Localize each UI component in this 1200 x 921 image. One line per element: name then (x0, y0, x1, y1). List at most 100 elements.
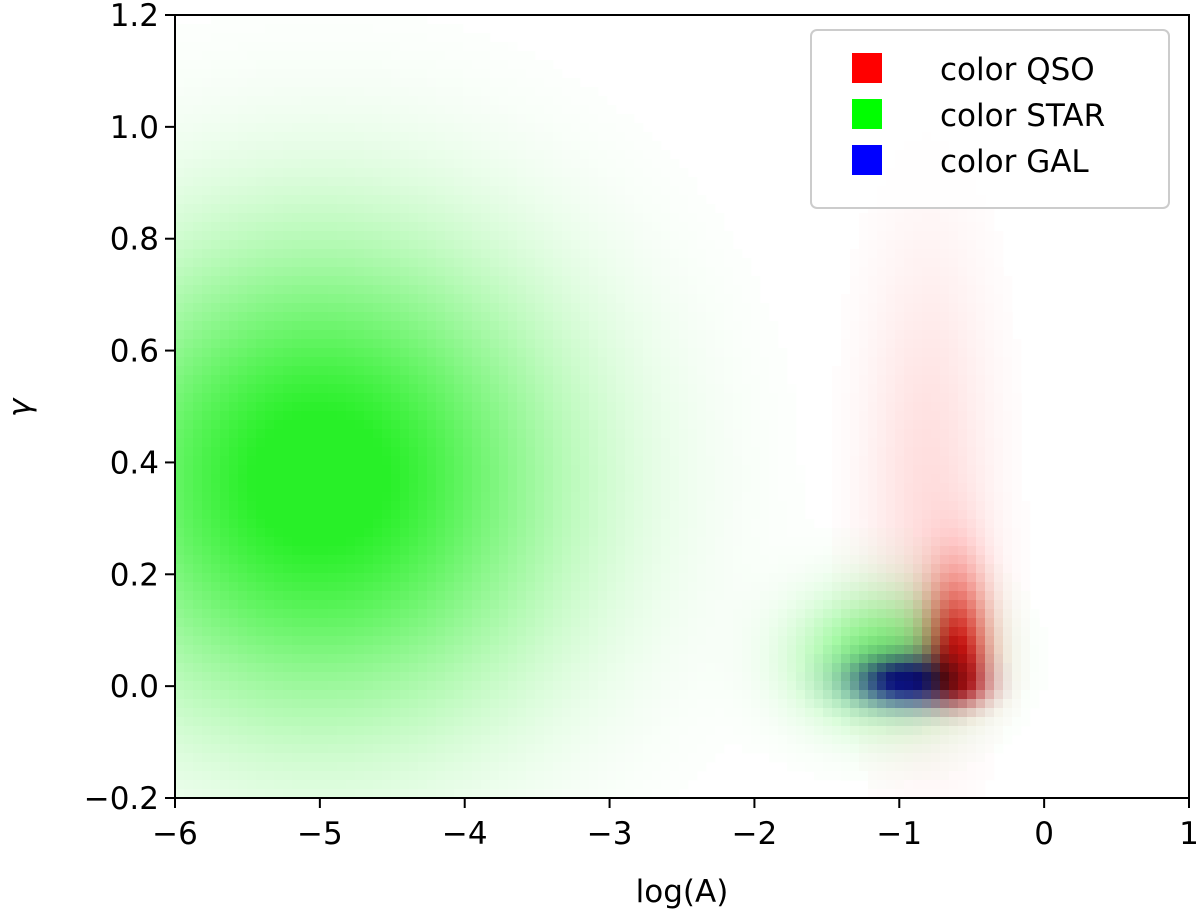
density-cell (598, 249, 608, 259)
density-cell (661, 258, 671, 268)
density-cell (607, 132, 617, 142)
density-cell (463, 159, 473, 169)
density-cell (841, 546, 851, 556)
density-cell (688, 429, 698, 439)
density-cell (283, 294, 293, 304)
density-cell (292, 123, 302, 133)
density-cell (193, 384, 203, 394)
density-cell (247, 249, 257, 259)
density-cell (292, 483, 302, 493)
density-cell (922, 339, 932, 349)
density-cell (751, 456, 761, 466)
density-cell (373, 51, 383, 61)
density-cell (598, 528, 608, 538)
density-cell (445, 204, 455, 214)
density-cell (904, 465, 914, 475)
density-cell (670, 474, 680, 484)
density-cell (436, 375, 446, 385)
density-cell (544, 78, 554, 88)
density-cell (391, 582, 401, 592)
density-cell (445, 96, 455, 106)
density-cell (184, 123, 194, 133)
density-cell (490, 366, 500, 376)
density-cell (526, 528, 536, 538)
density-cell (418, 501, 428, 511)
density-cell (679, 546, 689, 556)
density-cell (607, 114, 617, 124)
density-cell (373, 366, 383, 376)
density-cell (481, 546, 491, 556)
density-cell (373, 42, 383, 52)
density-cell (436, 456, 446, 466)
density-cell (787, 447, 797, 457)
density-cell (301, 186, 311, 196)
density-cell (931, 501, 941, 511)
density-cell (760, 582, 770, 592)
density-cell (589, 87, 599, 97)
density-cell (670, 348, 680, 358)
density-cell (904, 546, 914, 556)
density-cell (175, 348, 185, 358)
density-cell (427, 186, 437, 196)
density-cell (265, 42, 275, 52)
density-cell (571, 177, 581, 187)
density-cell (229, 132, 239, 142)
density-cell (346, 222, 356, 232)
density-cell (769, 510, 779, 520)
density-cell (589, 258, 599, 268)
density-cell (247, 285, 257, 295)
density-cell (373, 348, 383, 358)
density-cell (202, 150, 212, 160)
density-cell (481, 60, 491, 70)
density-cell (337, 60, 347, 70)
density-cell (283, 168, 293, 178)
density-cell (436, 24, 446, 34)
density-cell (958, 438, 968, 448)
density-cell (733, 465, 743, 475)
density-cell (589, 114, 599, 124)
density-cell (769, 456, 779, 466)
density-cell (706, 483, 716, 493)
density-cell (391, 501, 401, 511)
density-cell (841, 429, 851, 439)
density-cell (220, 483, 230, 493)
density-cell (373, 456, 383, 466)
density-cell (562, 303, 572, 313)
density-cell (967, 510, 977, 520)
density-cell (643, 303, 653, 313)
density-cell (508, 582, 518, 592)
density-cell (1003, 519, 1013, 529)
density-cell (454, 375, 464, 385)
density-cell (292, 519, 302, 529)
density-cell (418, 15, 428, 25)
density-cell (949, 357, 959, 367)
density-cell (265, 249, 275, 259)
density-cell (634, 501, 644, 511)
density-cell (247, 312, 257, 322)
density-cell (454, 492, 464, 502)
density-cell (688, 357, 698, 367)
density-cell (769, 474, 779, 484)
density-cell (247, 276, 257, 286)
density-cell (715, 411, 725, 421)
density-cell (364, 501, 374, 511)
density-cell (679, 231, 689, 241)
density-cell (994, 294, 1004, 304)
density-cell (823, 564, 833, 574)
density-cell (589, 312, 599, 322)
density-cell (769, 447, 779, 457)
density-cell (427, 402, 437, 412)
density-cell (292, 438, 302, 448)
density-cell (193, 582, 203, 592)
density-cell (706, 231, 716, 241)
density-cell (193, 447, 203, 457)
density-cell (598, 267, 608, 277)
density-cell (904, 249, 914, 259)
density-cell (679, 321, 689, 331)
density-cell (193, 222, 203, 232)
density-cell (931, 411, 941, 421)
density-cell (895, 393, 905, 403)
density-cell (418, 204, 428, 214)
density-cell (499, 78, 509, 88)
density-cell (265, 141, 275, 151)
